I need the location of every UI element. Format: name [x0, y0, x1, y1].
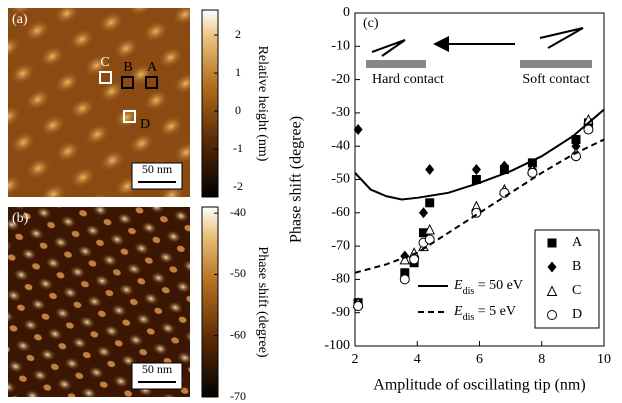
region-label: A [147, 60, 158, 75]
y-tick-label: -80 [331, 272, 350, 287]
colorbar-tick-label: -50 [230, 266, 246, 280]
curve [354, 108, 605, 201]
legend-marker [547, 310, 557, 320]
colorbar-label: Relative height (nm) [255, 46, 270, 162]
region-box [123, 110, 136, 123]
x-tick-label: 10 [597, 352, 611, 367]
x-tick-label: 4 [414, 352, 421, 367]
x-tick-label: 2 [352, 352, 359, 367]
region-label: B [123, 60, 132, 75]
region-box [121, 76, 134, 89]
marker [527, 158, 537, 168]
marker [399, 253, 411, 265]
legend-label-part: = 50 eV [474, 278, 523, 293]
colorbar-tick-label: 2 [235, 27, 241, 41]
marker [353, 124, 363, 136]
scale-label: 50 nm [142, 162, 173, 176]
tip [539, 27, 584, 49]
legend-label: A [572, 235, 583, 250]
marker [471, 164, 481, 176]
marker [400, 268, 410, 278]
y-tick-label: -20 [331, 72, 350, 87]
colorbar-tick-label: 0 [235, 103, 241, 117]
y-tick-label: -40 [331, 138, 350, 153]
scale-box [131, 162, 183, 190]
legend-label: B [572, 259, 581, 274]
y-tick-label: -90 [331, 305, 350, 320]
colorbar [201, 9, 219, 198]
marker [424, 223, 436, 235]
legend-label: D [572, 307, 582, 322]
legend-label: C [572, 283, 581, 298]
legend-label-part: E [453, 278, 463, 293]
tip [371, 39, 406, 57]
panel-label: (b) [12, 211, 29, 226]
panel-label: (a) [12, 12, 28, 27]
marker [571, 135, 581, 145]
marker [353, 301, 364, 312]
colorbar [201, 206, 219, 398]
marker [418, 207, 428, 219]
y-tick-label: -100 [324, 338, 350, 353]
region-label: C [100, 55, 109, 70]
marker [399, 274, 410, 285]
marker [425, 164, 435, 176]
marker [527, 167, 538, 178]
marker [571, 140, 581, 152]
x-tick-label: 6 [476, 352, 483, 367]
y-tick-label: -60 [331, 205, 350, 220]
marker [425, 198, 435, 208]
y-axis-label: Phase shift (degree) [288, 116, 305, 243]
x-tick-label: 8 [538, 352, 545, 367]
curve [354, 138, 605, 274]
y-tick-label: -50 [331, 172, 350, 187]
legend-marker [547, 261, 557, 273]
colorbar-tick-label: 1 [235, 65, 241, 79]
marker [409, 254, 420, 265]
legend-label: Edis = 5 eV [453, 304, 516, 323]
surface [520, 60, 592, 68]
legend-label-part: = 5 eV [474, 304, 516, 319]
legend-label-part: dis [463, 286, 475, 297]
panel-label: (c) [363, 16, 379, 31]
colorbar-tick-label: -70 [230, 389, 246, 403]
legend-marker [547, 238, 557, 248]
y-tick-label: 0 [343, 5, 350, 20]
y-tick-label: -70 [331, 238, 350, 253]
region-box [145, 76, 158, 89]
legend-label-part: dis [463, 312, 475, 323]
marker [418, 228, 428, 238]
region-label: D [140, 117, 150, 132]
colorbar-label: Phase shift (degree) [255, 246, 270, 358]
y-tick-label: -30 [331, 105, 350, 120]
scale-label: 50 nm [142, 362, 173, 376]
colorbar-tick-label: -60 [230, 327, 246, 341]
colorbar-tick-label: -1 [233, 141, 243, 155]
legend-box [534, 229, 600, 329]
surface [366, 60, 426, 68]
y-tick-label: -10 [331, 39, 350, 54]
x-axis-label: Amplitude of oscillating tip (nm) [373, 377, 585, 394]
legend-marker [546, 285, 558, 296]
annotation: Soft contact [522, 72, 589, 87]
colorbar-tick-label: -2 [233, 179, 243, 193]
region-box [99, 71, 112, 84]
scale-box [131, 362, 183, 390]
marker [471, 175, 481, 184]
marker [499, 160, 509, 172]
colorbar-tick-label: -40 [230, 205, 246, 219]
legend-label: Edis = 50 eV [453, 278, 523, 297]
annotation: Hard contact [372, 72, 444, 87]
legend-label-part: E [453, 304, 463, 319]
marker [583, 124, 594, 135]
